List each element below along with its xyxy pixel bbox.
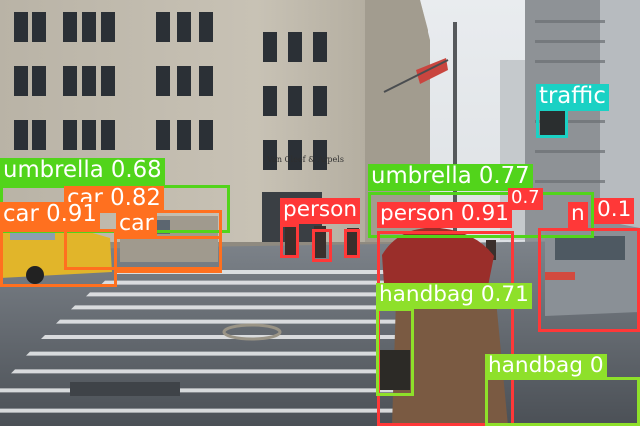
umbrella-detection-label: umbrella 0.68 — [0, 158, 165, 185]
car-detection-box — [114, 236, 222, 273]
person-detection-box — [280, 224, 299, 258]
person-detection-label: person — [280, 198, 361, 224]
storefront-sign: Van Cleef & Arpels — [267, 155, 344, 164]
handbag-detection-label: handbag 0.71 — [376, 283, 532, 309]
person-detection-box — [538, 228, 640, 332]
handbag-detection-label: handbag 0 — [485, 354, 607, 380]
umbrella-detection-box — [368, 192, 594, 238]
person-detection-box — [312, 229, 332, 262]
person-detection-label: 0.1 — [594, 198, 635, 224]
car-detection-label: car — [116, 212, 157, 238]
traffic-light-detection-box — [536, 106, 568, 138]
person-detection-label: n — [568, 202, 588, 228]
person-detection-label: person 0.91 — [377, 202, 512, 228]
handbag-detection-box — [485, 377, 640, 426]
person-detection-label: 0.7 — [508, 188, 543, 210]
car-detection-box — [0, 229, 117, 287]
person-detection-box — [344, 229, 360, 258]
umbrella-detection-label: umbrella 0.77 — [368, 164, 533, 191]
traffic-light-detection-label: traffic — [536, 84, 609, 111]
car-detection-label: car 0.91 — [0, 202, 100, 229]
handbag-detection-box — [376, 308, 414, 396]
